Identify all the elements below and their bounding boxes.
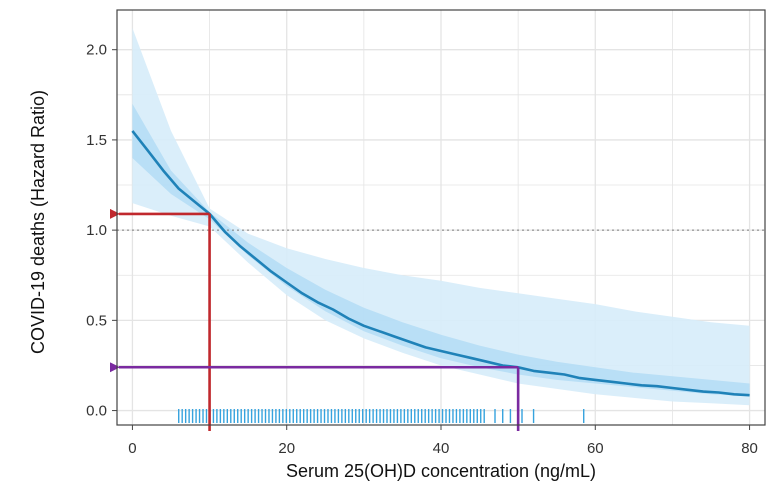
- y-tick-label: 1.0: [86, 222, 107, 239]
- x-axis-title: Serum 25(OH)D concentration (ng/mL): [286, 461, 596, 481]
- confidence-band-inner: [132, 103, 750, 397]
- data-rug: [178, 409, 585, 423]
- hazard-ratio-curve: [131, 130, 750, 397]
- confidence-band-outer: [132, 28, 750, 406]
- y-tick-label: 1.5: [86, 132, 107, 149]
- guide-annotations: [110, 208, 520, 431]
- x-tick-label: 40: [433, 440, 450, 457]
- x-tick-label: 20: [278, 440, 295, 457]
- confidence-bands: [132, 28, 750, 406]
- y-tick-label: 0.5: [86, 312, 107, 329]
- y-axis-title: COVID-19 deaths (Hazard Ratio): [28, 90, 48, 354]
- x-tick-label: 60: [587, 440, 604, 457]
- y-tick-label: 0.0: [86, 403, 107, 420]
- x-tick-label: 80: [741, 440, 758, 457]
- y-axis-ticks: 0.0 0.5 1.0 1.5 2.0: [86, 42, 117, 420]
- x-axis-ticks: 0 20 40 60 80: [128, 425, 758, 457]
- y-tick-label: 2.0: [86, 42, 107, 59]
- x-tick-label: 0: [128, 440, 136, 457]
